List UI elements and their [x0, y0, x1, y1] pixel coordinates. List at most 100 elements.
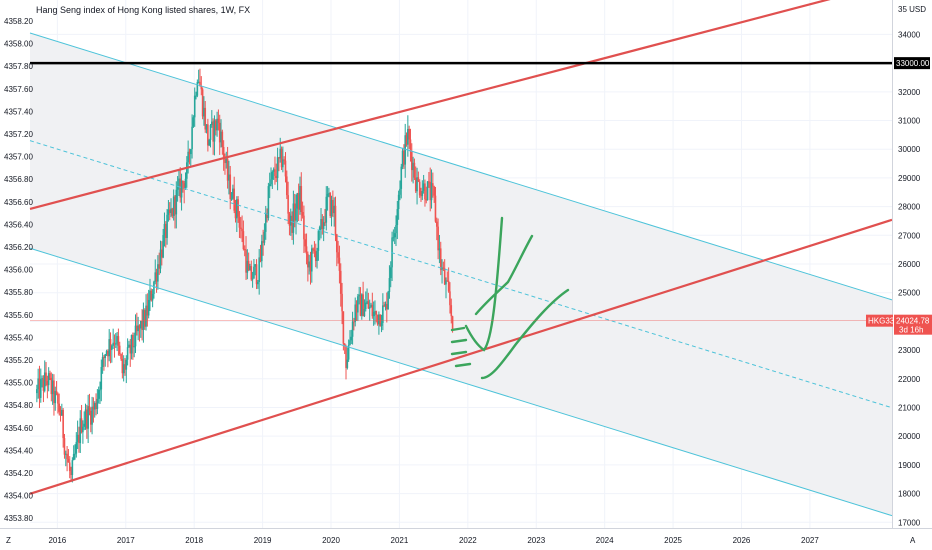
time-axis-tick-label: 2027 — [801, 536, 819, 545]
candle-body — [70, 470, 72, 475]
candle-body — [120, 353, 122, 359]
candle-body — [376, 314, 379, 325]
right-axis-tick-label: 34000 — [898, 30, 921, 39]
green-stroke-3 — [480, 288, 570, 380]
candle-body — [447, 280, 450, 292]
green-brush-strokes — [450, 216, 570, 380]
candle-body — [312, 248, 314, 250]
candle-body — [222, 146, 225, 160]
candle-body — [445, 280, 447, 285]
candle-body — [349, 340, 351, 346]
channel-middle[interactable] — [29, 140, 893, 409]
candle-body — [138, 325, 141, 329]
candle-body — [50, 377, 53, 395]
candle-body — [325, 196, 328, 223]
support-line[interactable] — [29, 218, 893, 495]
candle-body — [159, 249, 162, 269]
right-axis-tick-label: 31000 — [898, 117, 921, 126]
candle-body — [162, 235, 164, 258]
candle-body — [382, 305, 384, 323]
candle-body — [257, 281, 259, 285]
left-axis-tick-label: 4357.60 — [4, 85, 33, 94]
candle-body — [218, 122, 221, 143]
channel-lower[interactable] — [29, 247, 893, 517]
left-axis-tick-label: 4355.60 — [4, 311, 33, 320]
candle-body — [114, 343, 117, 345]
candle-body — [418, 181, 421, 196]
candle-body — [254, 264, 257, 267]
candle-body — [132, 335, 134, 347]
candle-body — [38, 378, 41, 398]
candle-body — [186, 162, 188, 179]
candle-body — [258, 257, 260, 282]
candle-body — [43, 372, 46, 391]
right-axis-tick-label: 17000 — [898, 518, 921, 527]
candle-body — [170, 208, 172, 213]
candle-body — [337, 252, 339, 258]
candle-body — [180, 180, 183, 198]
candle-body — [336, 234, 338, 253]
candle-body — [211, 121, 213, 126]
candle-body — [361, 294, 363, 316]
time-axis-tick-label: 2020 — [322, 536, 340, 545]
channel-upper[interactable] — [29, 32, 893, 301]
time-axis-tick-label: 2025 — [664, 536, 682, 545]
candle-body — [359, 294, 362, 316]
candle-body — [72, 454, 75, 461]
candle-body — [380, 322, 383, 326]
candle-body — [133, 346, 135, 348]
candle-body — [88, 406, 91, 411]
candle-body — [45, 372, 47, 382]
candle-body — [66, 453, 68, 460]
candle-body — [350, 336, 353, 341]
candle-body — [322, 222, 325, 230]
candle-body — [314, 251, 317, 261]
candle-body — [86, 409, 88, 429]
candle-body — [346, 359, 349, 368]
price-tag — [894, 314, 932, 335]
candle-body — [385, 303, 388, 310]
candle-body — [416, 177, 418, 192]
candle-body — [300, 186, 303, 213]
candle-body — [182, 180, 184, 184]
candle-body — [37, 378, 39, 390]
candle-body — [393, 233, 396, 238]
candle-body — [316, 250, 318, 261]
auto-scale-button[interactable]: A — [910, 536, 916, 545]
candle-body — [307, 253, 309, 268]
left-axis-tick-label: 4357.80 — [4, 62, 33, 71]
candle-body — [309, 261, 312, 272]
candle-body — [321, 219, 324, 230]
candle-body — [414, 177, 417, 192]
candle-body — [435, 221, 438, 227]
left-axis-tick-label: 4358.20 — [4, 17, 33, 26]
candle-body — [224, 159, 226, 164]
resistance-line[interactable] — [29, 0, 892, 210]
candle-body — [366, 301, 368, 303]
candle-body — [157, 264, 159, 282]
candle-body — [422, 183, 425, 192]
candle-body — [179, 178, 182, 198]
left-axis-tick-label: 4354.20 — [4, 469, 33, 478]
candle-body — [204, 107, 207, 130]
left-axis-tick-label: 4356.00 — [4, 266, 33, 275]
candle-body — [451, 316, 454, 330]
left-price-axis[interactable]: 4358.20 4358.00 4357.80 4357.60 4357.40 4357.… — [4, 17, 33, 523]
time-axis[interactable]: 2016 2017 2018 2019 2020 2021 2022 2023 2024 2025… — [0, 528, 932, 546]
candle-body — [200, 85, 203, 90]
right-axis-unit-label: 35 USD — [898, 5, 926, 14]
candle-body — [442, 267, 445, 269]
zoom-button[interactable]: Z — [6, 536, 11, 545]
candle-body — [55, 391, 58, 394]
right-axis-tick-label: 19000 — [898, 461, 921, 470]
candle-body — [79, 418, 82, 444]
candle-body — [449, 291, 451, 306]
candle-body — [284, 160, 287, 177]
candle-body — [417, 177, 420, 182]
candle-body — [420, 195, 422, 197]
candle-body — [130, 335, 133, 354]
candle-body — [304, 239, 307, 247]
symbol-tag-label: HKG33 — [868, 317, 895, 326]
left-axis-tick-label: 4355.40 — [4, 333, 33, 342]
